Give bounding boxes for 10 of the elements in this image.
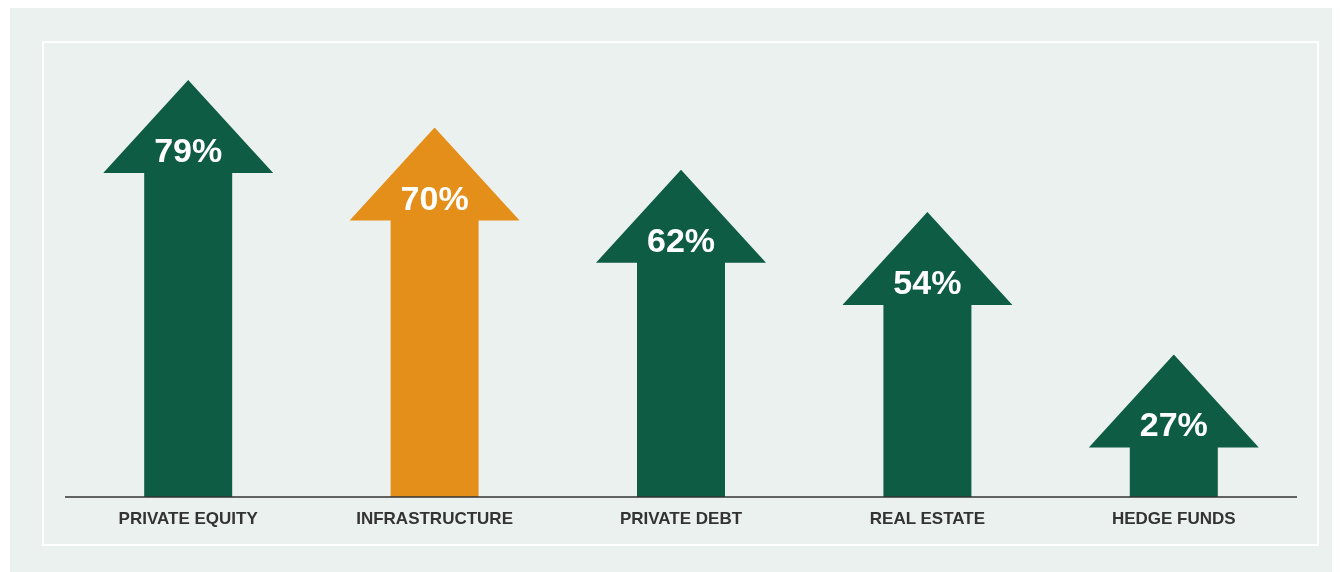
data-label: 62% xyxy=(646,220,716,259)
data-label: 79% xyxy=(154,131,223,169)
x-tick-label: PRIVATE DEBT xyxy=(619,509,743,528)
data-label: 70% xyxy=(400,178,469,217)
x-tick-label: HEDGE FUNDS xyxy=(1111,509,1236,528)
data-label: 54% xyxy=(893,262,962,301)
data-label: 27% xyxy=(1139,405,1208,444)
x-tick-label: REAL ESTATE xyxy=(869,509,986,528)
x-tick-label: INFRASTRUCTURE xyxy=(356,509,513,528)
x-tick-label: PRIVATE EQUITY xyxy=(118,509,259,528)
